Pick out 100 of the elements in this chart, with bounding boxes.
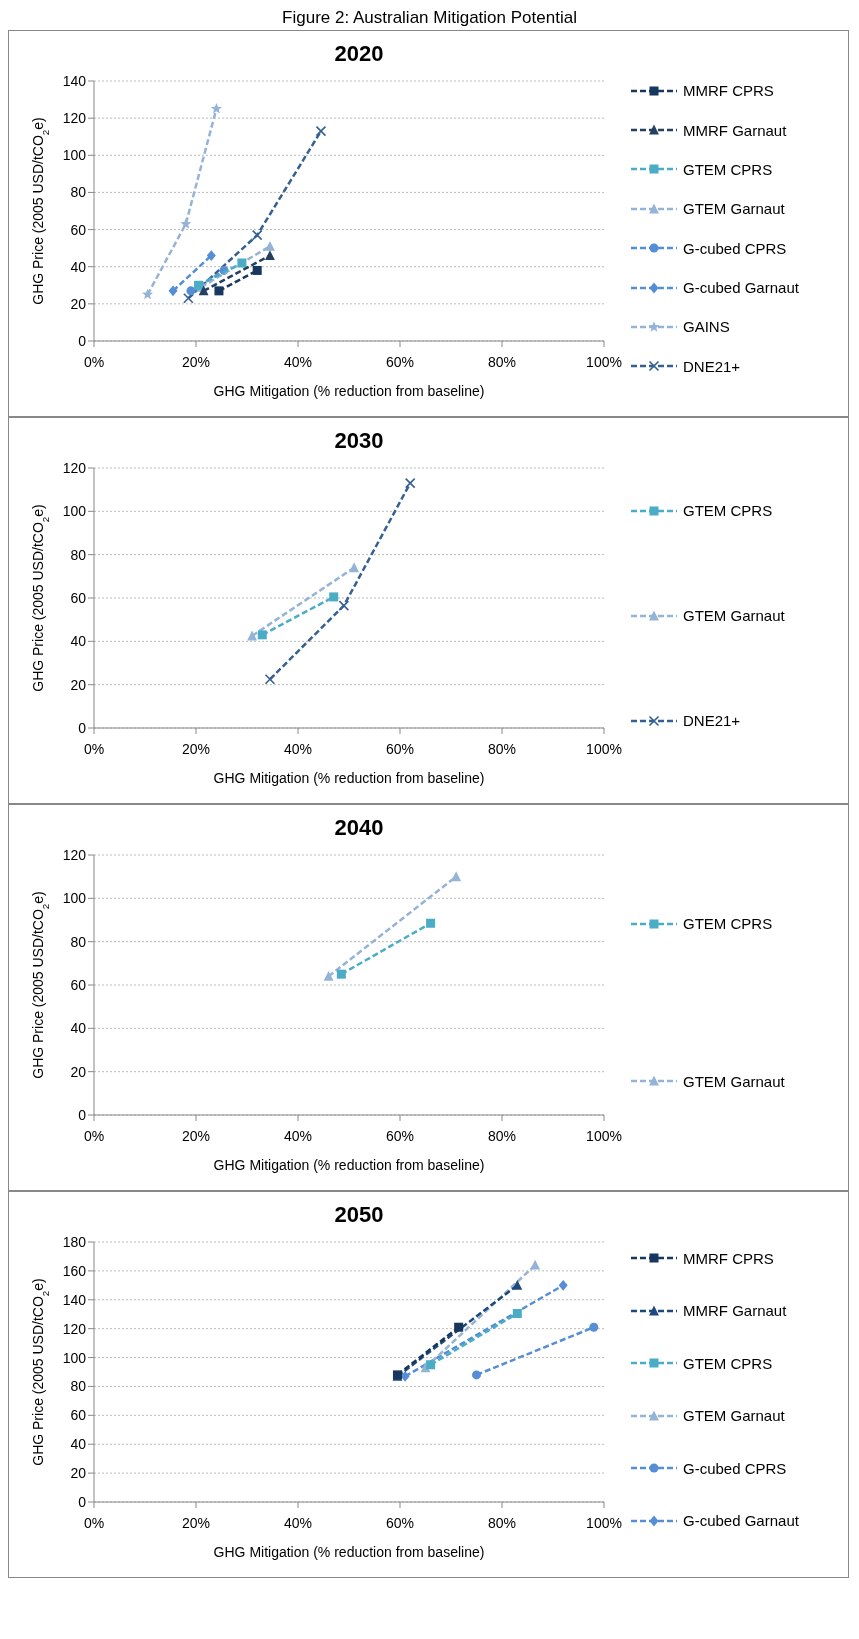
x-tick-label: 100% [586,740,622,757]
y-tick-label: 140 [62,1291,87,1308]
legend-label: GTEM Garnaut [683,1072,785,1090]
legend-label: GTEM Garnaut [683,1407,785,1425]
legend-label: GTEM Garnaut [683,200,785,218]
y-tick-label: 100 [62,503,87,520]
legend-label: MMRF CPRS [683,82,774,100]
point [329,592,339,602]
x-axis-title: GHG Mitigation (% reduction from baseline) [213,770,485,786]
point [183,292,194,304]
point [426,918,436,928]
x-axis-title: GHG Mitigation (% reduction from baseline) [213,1157,485,1173]
x-tick-label: 80% [487,1514,517,1531]
y-tick-label: 60 [70,1407,87,1424]
point [186,286,196,296]
point [264,673,276,685]
point [404,477,416,489]
y-tick-label: 60 [70,221,87,238]
x-tick-label: 80% [487,1127,517,1144]
y-tick-label: 80 [70,1378,87,1395]
x-tick-label: 0% [83,353,105,370]
point [257,630,267,640]
x-tick-label: 60% [385,1127,415,1144]
legend-label: MMRF Garnaut [683,1302,787,1320]
y-tick-label: 80 [70,546,87,563]
y-tick-label: 80 [70,184,87,201]
y-tick-label: 40 [70,258,87,275]
legend-label: DNE21+ [683,712,741,729]
y-tick-label: 120 [62,846,87,863]
point [589,1322,599,1332]
chart-title: 2020 [334,41,384,66]
x-tick-label: 40% [283,353,313,370]
legend-label: GTEM CPRS [683,1354,773,1372]
x-axis-title: GHG Mitigation (% reduction from baseline) [213,383,485,399]
x-tick-label: 40% [283,1127,313,1144]
x-tick-label: 100% [586,1127,622,1144]
point [141,288,154,300]
y-tick-label: 20 [70,1063,87,1080]
chart-title: 2040 [334,815,384,840]
y-tick-label: 100 [62,890,87,907]
y-tick-label: 40 [70,1020,87,1037]
y-tick-label: 120 [62,1320,87,1337]
legend-label: GTEM CPRS [683,915,773,933]
y-tick-label: 140 [62,72,87,89]
legend-label: GTEM Garnaut [683,607,785,624]
y-tick-label: 40 [70,633,87,650]
legend-label: DNE21+ [683,357,741,375]
x-tick-label: 20% [181,1127,211,1144]
point [454,1322,464,1332]
legend-label: MMRF Garnaut [683,121,787,139]
point [180,218,192,229]
x-tick-label: 100% [586,353,622,370]
point [210,103,222,114]
point [206,250,216,261]
point [252,265,262,275]
y-tick-label: 100 [62,147,87,164]
point [336,969,346,979]
y-tick-label: 40 [70,1436,87,1453]
y-tick-label: 160 [62,1262,87,1279]
chart-title: 2050 [334,1202,384,1227]
point [315,125,327,137]
y-tick-label: 100 [62,1349,87,1366]
y-tick-label: 60 [70,589,87,606]
x-tick-label: 60% [385,353,415,370]
point [251,229,263,241]
legend-label: G-cubed CPRS [683,239,787,257]
legend-label: MMRF CPRS [683,1249,774,1267]
x-tick-label: 0% [83,740,105,757]
legend-label: GAINS [683,318,730,336]
legend-label: GTEM CPRS [683,502,773,519]
y-tick-label: 120 [62,110,87,127]
chart-title: 2030 [334,428,384,453]
caption: Figure 2: Australian Mitigation Potential [281,8,578,29]
point [472,1370,481,1380]
point [237,258,247,268]
y-tick-label: 120 [62,459,87,476]
y-tick-label: 0 [78,1106,87,1123]
x-axis-title: GHG Mitigation (% reduction from baseline) [213,1544,485,1560]
x-tick-label: 20% [181,1514,211,1531]
x-tick-label: 0% [83,1514,105,1531]
x-tick-label: 20% [181,740,211,757]
x-tick-label: 80% [487,353,517,370]
y-tick-label: 20 [70,1465,87,1482]
legend-label: G-cubed Garnaut [683,1512,799,1530]
y-tick-label: 20 [70,676,87,693]
y-tick-label: 0 [78,1493,87,1510]
x-tick-label: 60% [385,1514,415,1531]
y-tick-label: 60 [70,976,87,993]
point [558,1279,568,1291]
x-tick-label: 60% [385,740,415,757]
legend-label: GTEM CPRS [683,160,773,178]
legend-label: G-cubed Garnaut [683,279,799,297]
point [338,600,350,611]
y-tick-label: 0 [78,332,87,349]
x-tick-label: 80% [487,740,517,757]
x-tick-label: 20% [181,353,211,370]
point [400,1370,410,1382]
y-tick-label: 80 [70,933,87,950]
x-tick-label: 0% [83,1127,105,1144]
y-tick-label: 20 [70,295,87,312]
